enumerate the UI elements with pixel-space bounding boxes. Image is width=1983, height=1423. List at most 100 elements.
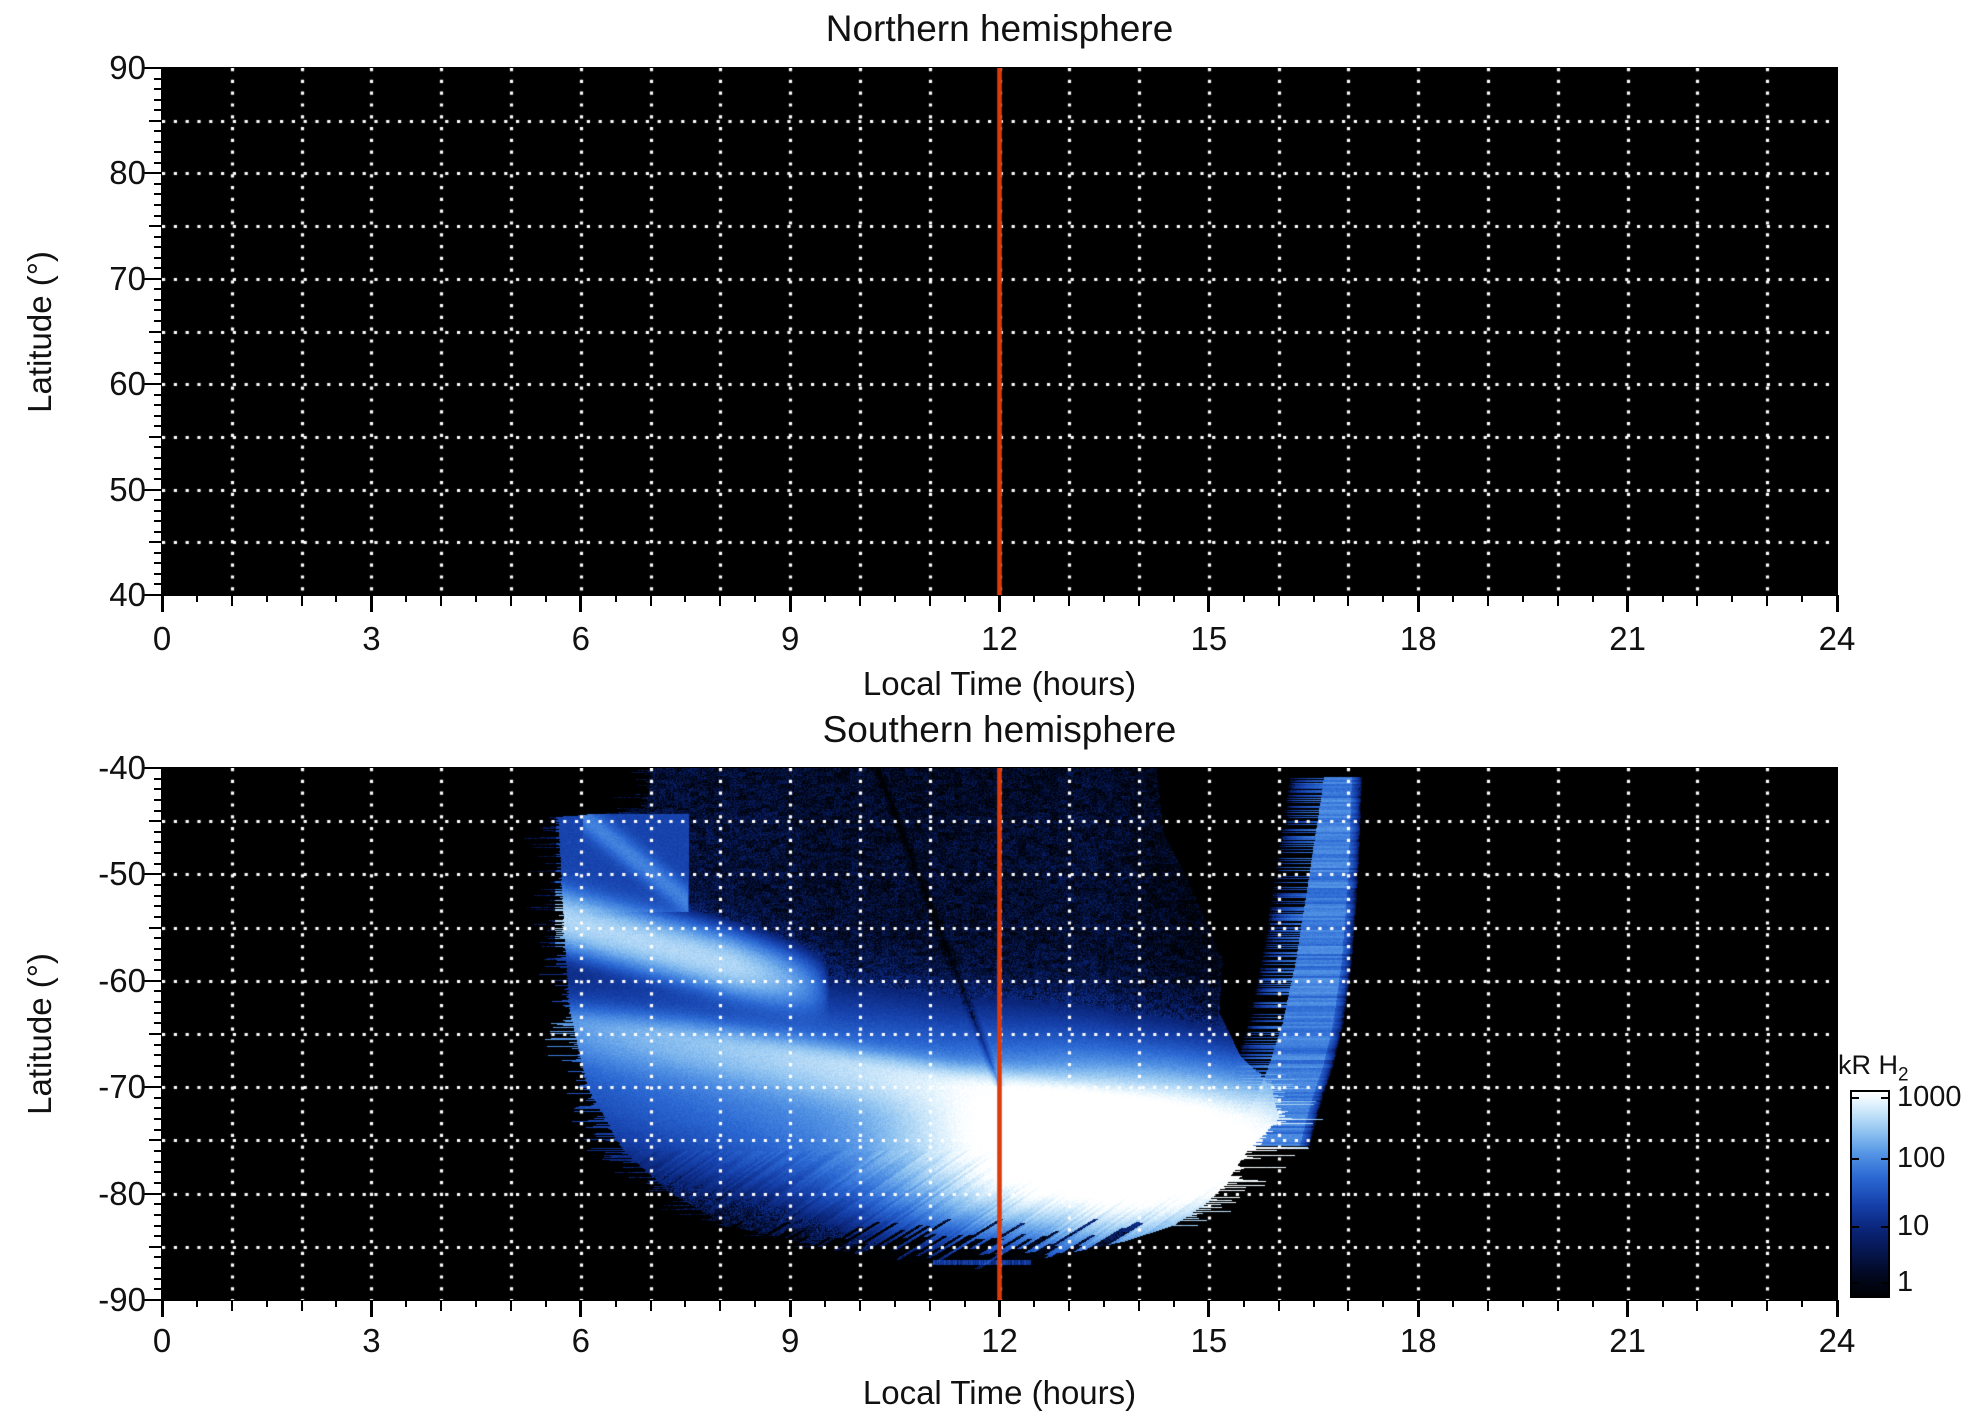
colorbar-tick-mark — [1852, 1097, 1859, 1100]
y-axis-tick — [154, 1160, 162, 1163]
y-axis-tick — [154, 530, 162, 533]
x-axis-tick — [1835, 595, 1839, 612]
y-axis-tick — [154, 1022, 162, 1025]
x-axis-tick — [754, 595, 757, 602]
y-axis-tick — [154, 1171, 162, 1174]
y-axis-tick — [154, 1107, 162, 1110]
y-axis-tick — [142, 1192, 162, 1195]
y-axis-tick — [154, 235, 162, 238]
y-axis-tick — [154, 1181, 162, 1184]
y-axis-tick — [154, 246, 162, 249]
y-axis-tick — [154, 256, 162, 259]
y-axis-tick — [154, 204, 162, 207]
x-axis-tick — [614, 595, 617, 602]
x-axis-tick — [1626, 1300, 1630, 1317]
colorbar-gradient — [1850, 1090, 1890, 1298]
x-axis-tick — [998, 1300, 1001, 1317]
x-axis-tick — [1696, 595, 1699, 606]
x-axis-tick — [1172, 1300, 1175, 1307]
x-axis-tick — [1347, 595, 1350, 606]
y-axis-tick — [154, 969, 162, 972]
x-axis-tick — [858, 1300, 861, 1311]
x-tick-label: 0 — [152, 620, 172, 657]
y-tick-label: 40 — [109, 576, 146, 613]
y-axis-tick — [154, 937, 162, 940]
y-axis-tick — [142, 383, 162, 386]
x-axis-tick — [1521, 595, 1524, 602]
x-axis-tick — [440, 1300, 443, 1311]
south-x-axis-title: Local Time (hours) — [862, 1374, 1137, 1411]
y-axis-tick — [154, 990, 162, 993]
x-axis-tick — [1487, 1300, 1490, 1311]
x-axis-tick — [440, 595, 443, 606]
x-axis-tick — [1521, 1300, 1524, 1307]
y-axis-tick — [142, 488, 162, 491]
y-axis-tick — [154, 351, 162, 354]
x-axis-tick — [1556, 1300, 1559, 1311]
x-tick-label: 12 — [981, 1322, 1018, 1359]
y-axis-tick — [154, 809, 162, 812]
x-axis-tick — [579, 1300, 583, 1317]
south-panel-title: Southern hemisphere — [822, 709, 1177, 750]
y-axis-tick — [142, 172, 162, 175]
y-axis-tick — [154, 1213, 162, 1216]
y-axis-tick — [149, 1245, 162, 1248]
x-axis-tick — [1277, 595, 1280, 606]
x-tick-label: 6 — [571, 620, 590, 657]
x-tick-label: 3 — [362, 620, 381, 657]
x-axis-tick — [1416, 595, 1420, 612]
x-axis-tick — [719, 1300, 722, 1311]
x-axis-tick — [1591, 595, 1594, 602]
x-axis-tick — [754, 1300, 757, 1307]
colorbar-tick-mark — [1881, 1282, 1888, 1285]
y-axis-tick — [154, 1256, 162, 1259]
y-axis-tick — [149, 541, 162, 544]
y-axis-tick — [154, 520, 162, 523]
x-axis-tick — [1242, 1300, 1245, 1307]
y-tick-label: -70 — [98, 1068, 146, 1106]
y-axis-tick — [149, 225, 162, 228]
x-axis-tick — [335, 595, 338, 602]
colorbar-tick-mark — [1852, 1226, 1859, 1229]
y-axis-tick — [149, 820, 162, 823]
y-tick-label: 50 — [109, 470, 146, 508]
north-panel-title: Northern hemisphere — [825, 8, 1174, 49]
y-tick-label: -80 — [98, 1174, 146, 1212]
x-tick-label: 18 — [1399, 620, 1437, 657]
x-tick-label: 21 — [1609, 1322, 1646, 1359]
y-axis-tick — [154, 393, 162, 396]
y-axis-tick — [154, 288, 162, 291]
x-axis-tick — [614, 1300, 617, 1307]
y-axis-tick — [142, 1299, 162, 1301]
colorbar-tick-mark — [1881, 1097, 1888, 1100]
y-tick-label: -50 — [98, 855, 146, 893]
y-tick-label: 90 — [109, 49, 146, 86]
x-axis-tick — [1068, 1300, 1071, 1311]
x-axis-tick — [544, 595, 547, 602]
x-axis-tick — [509, 1300, 512, 1311]
y-axis-tick — [154, 341, 162, 344]
x-tick-label: 21 — [1609, 620, 1646, 657]
colorbar-tick-mark — [1852, 1282, 1859, 1285]
y-axis-tick — [154, 894, 162, 897]
x-axis-tick — [1138, 595, 1141, 606]
x-axis-tick — [1068, 595, 1071, 606]
y-axis-tick — [154, 562, 162, 565]
x-axis-tick — [824, 595, 827, 602]
x-axis-tick — [1661, 595, 1664, 602]
y-axis-tick — [154, 915, 162, 918]
y-axis-tick — [154, 425, 162, 428]
x-axis-tick — [1556, 595, 1559, 606]
y-axis-tick — [149, 926, 162, 929]
x-axis-tick — [649, 595, 652, 606]
x-axis-tick — [405, 1300, 408, 1307]
x-axis-tick — [893, 595, 896, 602]
x-axis-tick — [509, 595, 512, 606]
y-axis-tick — [154, 572, 162, 575]
y-axis-tick — [154, 319, 162, 322]
colorbar-tick-mark — [1852, 1157, 1859, 1160]
y-tick-label: 60 — [109, 365, 146, 403]
x-axis-tick — [1207, 595, 1211, 612]
y-axis-tick — [149, 435, 162, 438]
